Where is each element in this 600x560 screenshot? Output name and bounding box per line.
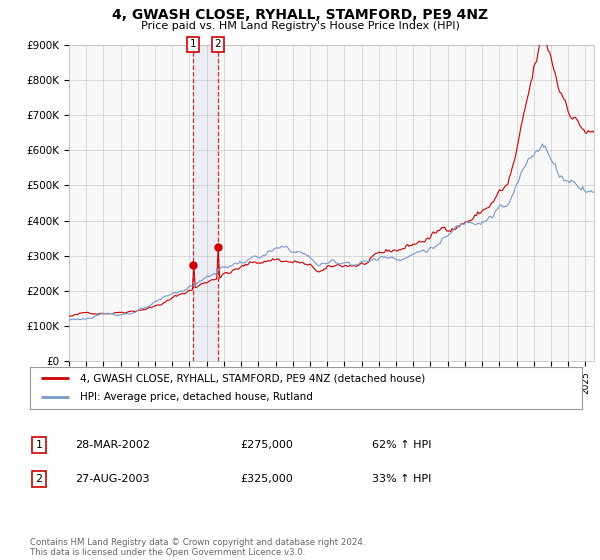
Text: 62% ↑ HPI: 62% ↑ HPI	[372, 440, 431, 450]
Text: 4, GWASH CLOSE, RYHALL, STAMFORD, PE9 4NZ (detached house): 4, GWASH CLOSE, RYHALL, STAMFORD, PE9 4N…	[80, 373, 425, 383]
Text: £275,000: £275,000	[240, 440, 293, 450]
Text: 2: 2	[215, 39, 221, 49]
Text: 33% ↑ HPI: 33% ↑ HPI	[372, 474, 431, 484]
Text: £325,000: £325,000	[240, 474, 293, 484]
Text: Contains HM Land Registry data © Crown copyright and database right 2024.
This d: Contains HM Land Registry data © Crown c…	[30, 538, 365, 557]
Text: 27-AUG-2003: 27-AUG-2003	[75, 474, 149, 484]
Text: 2: 2	[35, 474, 43, 484]
Text: Price paid vs. HM Land Registry's House Price Index (HPI): Price paid vs. HM Land Registry's House …	[140, 21, 460, 31]
Bar	[193, 45, 218, 361]
Text: HPI: Average price, detached house, Rutland: HPI: Average price, detached house, Rutl…	[80, 393, 313, 403]
Text: 28-MAR-2002: 28-MAR-2002	[75, 440, 150, 450]
Text: 1: 1	[190, 39, 197, 49]
Text: 4, GWASH CLOSE, RYHALL, STAMFORD, PE9 4NZ: 4, GWASH CLOSE, RYHALL, STAMFORD, PE9 4N…	[112, 8, 488, 22]
Text: 1: 1	[35, 440, 43, 450]
